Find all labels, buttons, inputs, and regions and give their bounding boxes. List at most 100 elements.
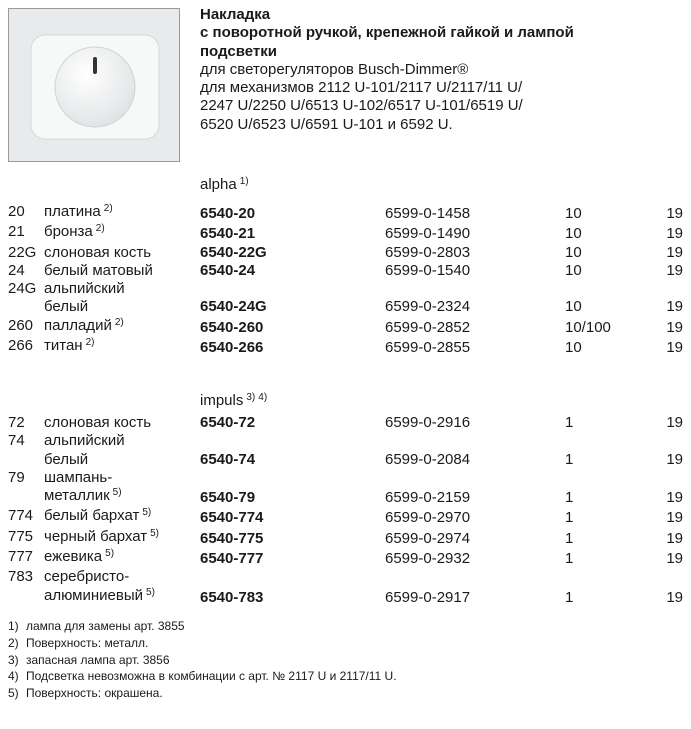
name-text: белый бархат: [44, 507, 140, 525]
color-name: шампань-металлик 5): [44, 469, 200, 508]
name-text: слоновая кость: [44, 414, 152, 431]
name-line: альпийский: [44, 280, 200, 298]
weight: 19: [666, 243, 683, 261]
color-name: ежевика 5): [44, 548, 200, 568]
footnote-number: 2): [8, 635, 19, 650]
color-code: 74: [8, 432, 25, 450]
article-number: 6540-74: [200, 450, 256, 468]
description-line: 2247 U/2250 U/6513 U-102/6517 U-101/6519…: [200, 97, 523, 115]
name-text: металлик: [44, 487, 110, 505]
table-row: 775 черный бархат 5) 6540-775 6599-0-2974 1 19: [8, 528, 683, 548]
name-text: платина: [44, 203, 101, 220]
table-row: 24G альпийский белый 6540-24G 6599-0-2324 10 1…: [8, 280, 683, 317]
article-number: 6540-24G: [200, 298, 267, 316]
color-code: 79: [8, 468, 25, 486]
color-code: 24: [8, 261, 25, 279]
section-label: alpha 1): [200, 176, 249, 193]
pack-unit: 1: [565, 509, 574, 527]
title-line: подсветки: [200, 42, 277, 60]
pack-unit: 10: [565, 205, 582, 222]
order-number: 6599-0-2324: [385, 298, 471, 316]
table-row: 266 титан 2) 6540-266 6599-0-2855 10 19: [8, 337, 683, 357]
name-line: слоновая кость: [44, 244, 200, 262]
title-line: с поворотной ручкой, крепежной гайкой и …: [200, 24, 574, 42]
footnote-text: Поверхность: металл.: [26, 635, 149, 650]
name-line: алюминиевый 5): [44, 587, 200, 607]
order-number: 6599-0-1540: [385, 261, 471, 279]
name-line: белый матовый: [44, 262, 200, 280]
color-name: серебристо-алюминиевый 5): [44, 568, 200, 607]
color-name: палладий 2): [44, 317, 200, 337]
article-number: 6540-21: [200, 225, 256, 243]
color-name: платина 2): [44, 203, 200, 223]
name-text: шампань-: [44, 468, 113, 486]
order-number: 6599-0-1458: [385, 205, 471, 222]
description-line: для механизмов 2112 U-101/2117 U/2117/11…: [200, 79, 523, 97]
color-code: 266: [8, 337, 34, 355]
weight: 19: [666, 489, 683, 507]
footnote-ref: 5): [112, 487, 122, 499]
knob-mark: [93, 57, 97, 74]
description-line: для светорегуляторов Busch-Dimmer®: [200, 60, 469, 78]
weight: 19: [666, 550, 683, 568]
footnote-text: лампа для замены арт. 3855: [26, 619, 185, 633]
order-number: 6599-0-2852: [385, 318, 471, 336]
pack-unit: 10: [565, 225, 582, 243]
name-text: альпийский: [44, 432, 125, 450]
color-name: слоновая кость: [44, 244, 200, 262]
name-text: черный бархат: [44, 527, 148, 545]
name-text: белый: [44, 298, 89, 316]
weight: 19: [666, 339, 683, 357]
footnote-text: Поверхность: окрашена.: [26, 686, 163, 701]
name-line: белый: [44, 298, 200, 316]
footnote-text: Подсветка невозможна в комбинации с арт.…: [26, 669, 397, 684]
footnote-number: 1): [8, 619, 19, 633]
section-label: impuls 3) 4): [200, 392, 267, 409]
name-text: титан: [44, 337, 83, 355]
color-code: 20: [8, 203, 25, 220]
color-code: 783: [8, 568, 34, 586]
order-number: 6599-0-2803: [385, 243, 471, 261]
article-number: 6540-22G: [200, 243, 267, 261]
rows: 20 платина 2) 6540-20 6599-0-1458 10 19 21 бронз…: [8, 203, 683, 357]
order-number: 6599-0-2855: [385, 339, 471, 357]
color-code: 775: [8, 527, 34, 545]
color-name: слоновая кость: [44, 414, 200, 432]
footnote-text: запасная лампа арт. 3856: [26, 652, 170, 667]
footnote: 5) Поверхность: окрашена.: [8, 685, 397, 702]
footnote-number: 3): [8, 652, 19, 667]
table-row: 260 палладий 2) 6540-260 6599-0-2852 10/100 19: [8, 317, 683, 337]
name-line: черный бархат 5): [44, 528, 200, 548]
pack-unit: 1: [565, 588, 574, 606]
footnote: 4) Подсветка невозможна в комбинации с ар…: [8, 668, 397, 685]
article-number: 6540-774: [200, 509, 264, 527]
footnote-ref: 2): [95, 223, 105, 235]
color-name: черный бархат 5): [44, 528, 200, 548]
weight: 19: [666, 509, 683, 527]
article-number: 6540-783: [200, 588, 264, 606]
color-code: 22G: [8, 243, 37, 261]
section-note: 4): [258, 392, 268, 403]
name-line: металлик 5): [44, 487, 200, 507]
name-line: слоновая кость: [44, 414, 200, 432]
pack-unit: 10: [565, 243, 582, 261]
order-number: 6599-0-2917: [385, 588, 471, 606]
pack-unit: 1: [565, 414, 574, 431]
color-name: бронза 2): [44, 223, 200, 243]
article-number: 6540-72: [200, 414, 256, 431]
pack-unit: 10: [565, 298, 582, 316]
footnote: 1) лампа для замены арт. 3855: [8, 618, 397, 635]
color-code: 774: [8, 507, 34, 525]
rows: 72 слоновая кость 6540-72 6599-0-2916 1 19 74 а…: [8, 414, 683, 607]
table-row: 20 платина 2) 6540-20 6599-0-1458 10 19: [8, 203, 683, 223]
name-line: платина 2): [44, 203, 200, 223]
name-text: бронза: [44, 223, 93, 241]
color-name: белый матовый: [44, 262, 200, 280]
table-row: 21 бронза 2) 6540-21 6599-0-1490 10 19: [8, 223, 683, 243]
footnote-ref: 5): [150, 527, 159, 539]
name-text: белый: [44, 450, 89, 468]
section-name: alpha: [200, 176, 237, 193]
name-text: ежевика: [44, 548, 103, 566]
footnote-ref: 2): [85, 337, 95, 349]
